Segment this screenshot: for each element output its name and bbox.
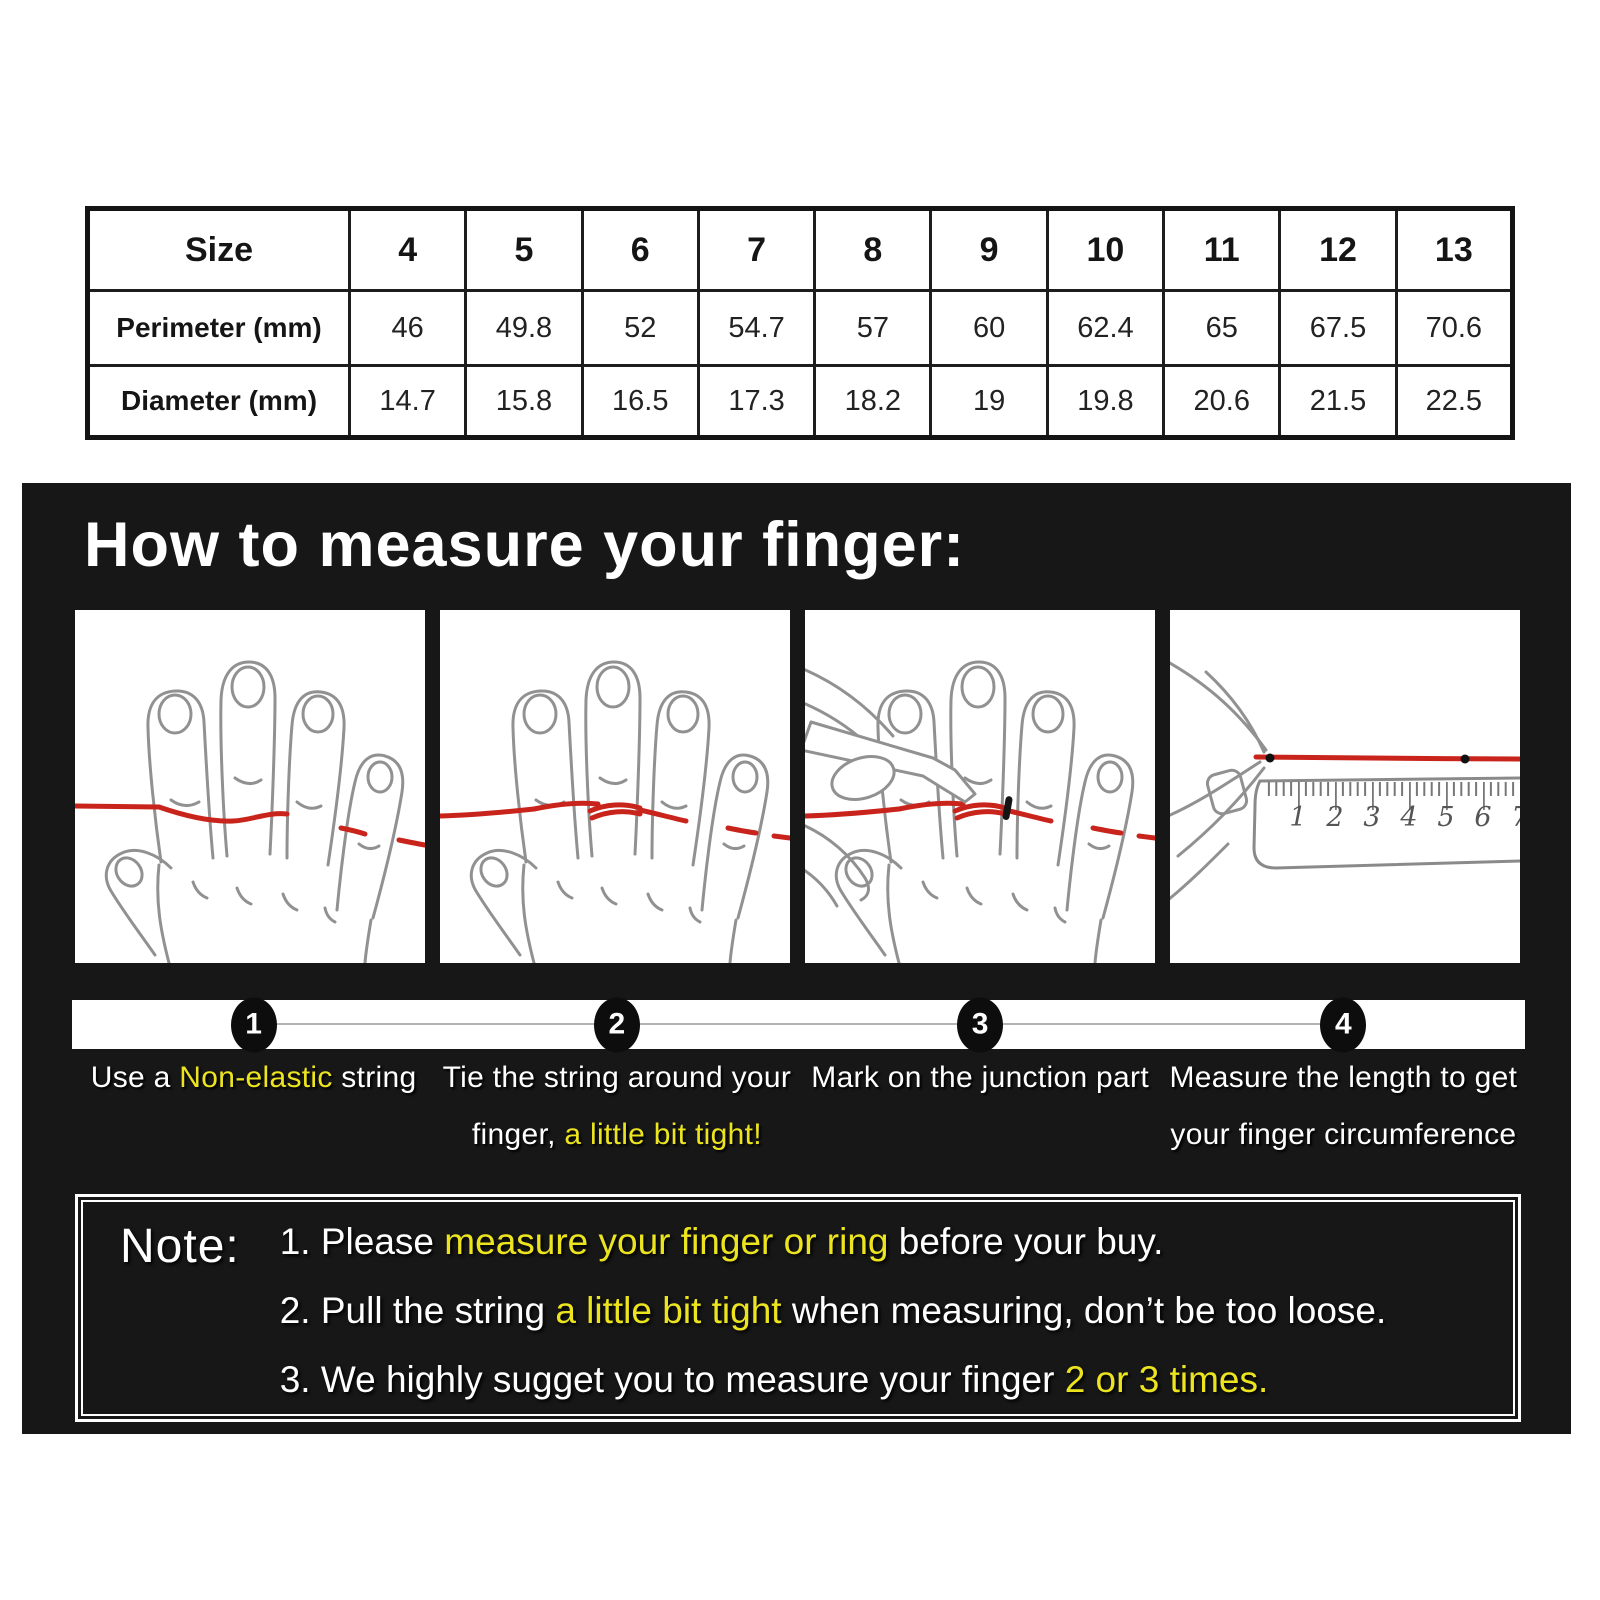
ruler-measure-illustration: [1170, 661, 1520, 901]
note-items: 1. Please measure your finger or ring be…: [280, 1207, 1387, 1414]
table-cell: 14.7: [347, 364, 468, 439]
table-cell: 54.7: [696, 289, 817, 367]
step-number: 2: [608, 1007, 626, 1041]
table-header-row: Size 4 5 6 7 8 9 10 11 12 13: [86, 207, 1515, 292]
table-cell: 62.4: [1045, 289, 1166, 367]
illustration-step2: [440, 610, 790, 963]
table-header-cell: 4: [347, 207, 468, 292]
illustration-step4: 1 2 3 4 5 6 7: [1170, 610, 1520, 963]
table-cell: 20.6: [1162, 364, 1282, 439]
row-label-perimeter: Perimeter (mm): [86, 289, 351, 367]
hand-string-tied-illustration: [440, 660, 790, 963]
table-cell: 16.5: [580, 364, 700, 439]
illustration-step1: [75, 610, 425, 963]
step-number: 3: [971, 1007, 989, 1041]
table-cell: 60: [929, 289, 1049, 367]
ruler-number: 7: [1508, 802, 1520, 833]
table-header-cell: 12: [1278, 207, 1398, 292]
table-cell: 65: [1162, 289, 1282, 367]
table-header-cell: 7: [696, 207, 817, 292]
guide-heading: How to measure your finger:: [84, 510, 966, 580]
mark-junction-illustration: [805, 660, 1155, 963]
note-item-1: 1. Please measure your finger or ring be…: [279, 1221, 1164, 1262]
step-connector-line: [253, 1023, 1344, 1025]
ruler-number: 2: [1326, 802, 1344, 833]
measuring-guide-panel: How to measure your finger:: [22, 483, 1571, 1434]
step-caption-2: Tie the string around your finger, a lit…: [442, 1061, 792, 1151]
table-cell: 19: [929, 364, 1049, 439]
step-number-badge-4: 4: [1320, 997, 1367, 1052]
step-number: 1: [245, 1007, 262, 1041]
note-box: Note: 1. Please measure your finger or r…: [75, 1194, 1521, 1422]
note-item-2: 2. Pull the string a little bit tight wh…: [279, 1290, 1387, 1331]
step-progress-bar: 1 2 3 4: [72, 997, 1525, 1052]
table-header-cell: 9: [929, 207, 1049, 292]
step-number-badge-1: 1: [230, 997, 277, 1052]
step-number-badge-3: 3: [957, 997, 1004, 1052]
table-header-cell: Size: [86, 207, 351, 292]
table-header-cell: 8: [813, 207, 933, 292]
step-captions: Use a Non-elastic string Tie the string …: [72, 1049, 1525, 1163]
ring-size-table: Size 4 5 6 7 8 9 10 11 12 13 Perimeter (…: [85, 206, 1515, 440]
note-label: Note:: [120, 1220, 240, 1273]
table-cell: 67.5: [1278, 289, 1398, 367]
table-cell: 18.2: [813, 364, 933, 439]
step-caption-3: Mark on the junction part: [811, 1061, 1149, 1094]
illustration-step3: [805, 610, 1155, 963]
step-caption-4: Measure the length to get your finger ci…: [1169, 1061, 1518, 1151]
table-cell: 70.6: [1394, 289, 1515, 367]
note-item-3: 3. We highly sugget you to measure your …: [279, 1359, 1269, 1400]
ruler-number: 3: [1363, 802, 1381, 833]
ruler-number: 6: [1474, 802, 1492, 833]
ruler-number: 5: [1437, 802, 1455, 833]
table-cell: 22.5: [1394, 364, 1515, 439]
illustration-row: 1 2 3 4 5 6 7: [75, 610, 1520, 963]
table-header-cell: 6: [580, 207, 700, 292]
ruler-number: 4: [1400, 802, 1418, 833]
ruler-number: 1: [1289, 802, 1307, 833]
table-row: Perimeter (mm) 46 49.8 52 54.7 57 60 62.…: [86, 289, 1515, 367]
table-header-cell: 10: [1045, 207, 1166, 292]
step-number-badge-2: 2: [593, 997, 640, 1052]
table-row: Diameter (mm) 14.7 15.8 16.5 17.3 18.2 1…: [86, 364, 1515, 439]
ruler-numbers: 1 2 3 4 5 6 7: [1170, 610, 1520, 963]
table-cell: 17.3: [696, 364, 817, 439]
table-header-cell: 13: [1394, 207, 1515, 292]
step-number: 4: [1335, 1007, 1352, 1041]
table-cell: 49.8: [464, 289, 584, 367]
table-cell: 46: [347, 289, 468, 367]
table-cell: 19.8: [1045, 364, 1166, 439]
table-header-cell: 5: [464, 207, 584, 292]
table-cell: 57: [813, 289, 933, 367]
table-cell: 52: [580, 289, 700, 367]
table-cell: 21.5: [1278, 364, 1398, 439]
table-cell: 15.8: [464, 364, 584, 439]
row-label-diameter: Diameter (mm): [86, 364, 351, 439]
table-header-cell: 11: [1162, 207, 1282, 292]
step-caption-1: Use a Non-elastic string: [90, 1061, 417, 1094]
hand-with-string-illustration: [75, 660, 425, 963]
